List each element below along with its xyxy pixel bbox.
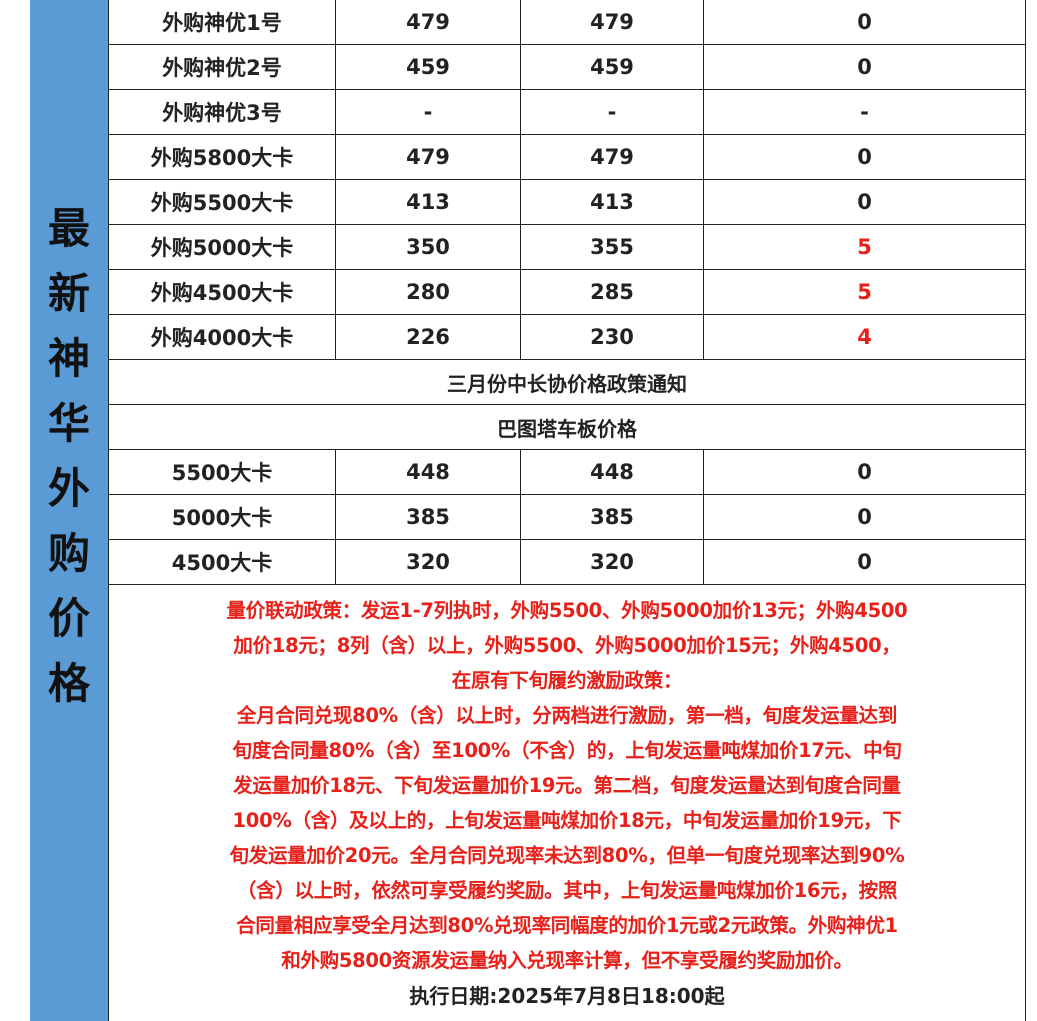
side-title-char: 购	[47, 528, 90, 578]
policy-line: 在原有下旬履约激励政策：	[451, 669, 683, 692]
price-change: -	[860, 100, 869, 124]
product-name: 外购神优3号	[109, 90, 336, 134]
price-change: 0	[857, 190, 872, 214]
table-row: 外购5000大卡 350 355 5	[109, 225, 1025, 270]
table-row: 外购神优1号 479 479 0	[109, 0, 1025, 45]
price-old: 280	[336, 270, 521, 314]
table-row: 5000大卡 385 385 0	[109, 495, 1025, 540]
policy-line: 旬度合同量80%（含）至100%（不含）的，上旬发运量吨煤加价17元、中旬	[232, 739, 902, 762]
policy-line: 合同量相应享受全月达到80%兑现率同幅度的加价1元或2元政策。外购神优1	[236, 914, 898, 937]
price-old: 226	[336, 315, 521, 359]
price-new: -	[521, 90, 704, 134]
price-change: 0	[857, 550, 872, 574]
price-old: 448	[336, 450, 521, 494]
effective-date: 执行日期:2025年7月8日18:00起	[409, 984, 725, 1008]
price-new: 355	[521, 225, 704, 269]
price-old: 479	[336, 0, 521, 44]
price-new: 413	[521, 180, 704, 224]
table-row: 4500大卡 320 320 0	[109, 540, 1025, 585]
price-change: 0	[857, 505, 872, 529]
price-old: -	[336, 90, 521, 134]
policy-line: 100%（含）及以上的，上旬发运量吨煤加价18元，中旬发运量加价19元，下	[232, 809, 902, 832]
price-new: 479	[521, 135, 704, 179]
side-title-char: 华	[47, 398, 90, 448]
table-row: 外购4500大卡 280 285 5	[109, 270, 1025, 315]
section-title: 巴图塔车板价格	[109, 405, 1025, 450]
product-name: 外购5500大卡	[109, 180, 336, 224]
product-name: 5000大卡	[109, 495, 336, 539]
price-new: 285	[521, 270, 704, 314]
price-change: 0	[857, 145, 872, 169]
price-change: 0	[857, 10, 872, 34]
price-old: 479	[336, 135, 521, 179]
table-row: 外购神优3号 - - -	[109, 90, 1025, 135]
product-name: 外购神优2号	[109, 45, 336, 89]
side-title: 最 新 神 华 外 购 价 格	[30, 0, 108, 1021]
price-table: 外购神优1号 479 479 0 外购神优2号 459 459 0 外购神优3号 - - - 外购580…	[108, 0, 1026, 1021]
price-new: 230	[521, 315, 704, 359]
side-title-char: 新	[47, 268, 90, 318]
side-title-char: 外	[47, 463, 90, 513]
side-title-char: 价	[47, 593, 90, 643]
table-row: 外购神优2号 459 459 0	[109, 45, 1025, 90]
price-new: 448	[521, 450, 704, 494]
product-name: 外购5800大卡	[109, 135, 336, 179]
price-change: 5	[857, 235, 872, 259]
price-new: 479	[521, 0, 704, 44]
policy-line: 加价18元；8列（含）以上，外购5500、外购5000加价15元；外购4500，	[233, 634, 901, 657]
price-old: 413	[336, 180, 521, 224]
policy-line: 旬发运量加价20元。全月合同兑现率未达到80%，但单一旬度兑现率达到90%	[229, 844, 905, 867]
price-change: 4	[857, 325, 872, 349]
price-change: 5	[857, 280, 872, 304]
policy-line: 量价联动政策：发运1-7列执时，外购5500、外购5000加价13元；外购450…	[226, 599, 908, 622]
price-old: 350	[336, 225, 521, 269]
side-title-char: 最	[47, 203, 90, 253]
table-row: 外购5500大卡 413 413 0	[109, 180, 1025, 225]
table-row: 外购5800大卡 479 479 0	[109, 135, 1025, 180]
table-row: 5500大卡 448 448 0	[109, 450, 1025, 495]
price-new: 459	[521, 45, 704, 89]
table-row: 外购4000大卡 226 230 4	[109, 315, 1025, 360]
price-new: 320	[521, 540, 704, 584]
policy-line: （含）以上时，依然可享受履约奖励。其中，上旬发运量吨煤加价16元，按照	[236, 879, 898, 902]
price-change: 0	[857, 460, 872, 484]
product-name: 4500大卡	[109, 540, 336, 584]
product-name: 外购4500大卡	[109, 270, 336, 314]
product-name: 外购神优1号	[109, 0, 336, 44]
price-change: 0	[857, 55, 872, 79]
price-new: 385	[521, 495, 704, 539]
price-old: 459	[336, 45, 521, 89]
side-title-char: 神	[47, 333, 90, 383]
policy-text: 量价联动政策：发运1-7列执时，外购5500、外购5000加价13元；外购450…	[109, 585, 1025, 978]
product-name: 外购5000大卡	[109, 225, 336, 269]
product-name: 5500大卡	[109, 450, 336, 494]
policy-line: 和外购5800资源发运量纳入兑现率计算，但不享受履约奖励加价。	[281, 949, 853, 972]
price-old: 320	[336, 540, 521, 584]
price-old: 385	[336, 495, 521, 539]
policy-line: 发运量加价18元、下旬发运量加价19元。第二档，旬度发运量达到旬度合同量	[233, 774, 901, 797]
policy-line: 全月合同兑现80%（含）以上时，分两档进行激励，第一档，旬度发运量达到	[236, 704, 898, 727]
notice-title: 三月份中长协价格政策通知	[109, 360, 1025, 405]
side-title-char: 格	[47, 658, 90, 708]
product-name: 外购4000大卡	[109, 315, 336, 359]
